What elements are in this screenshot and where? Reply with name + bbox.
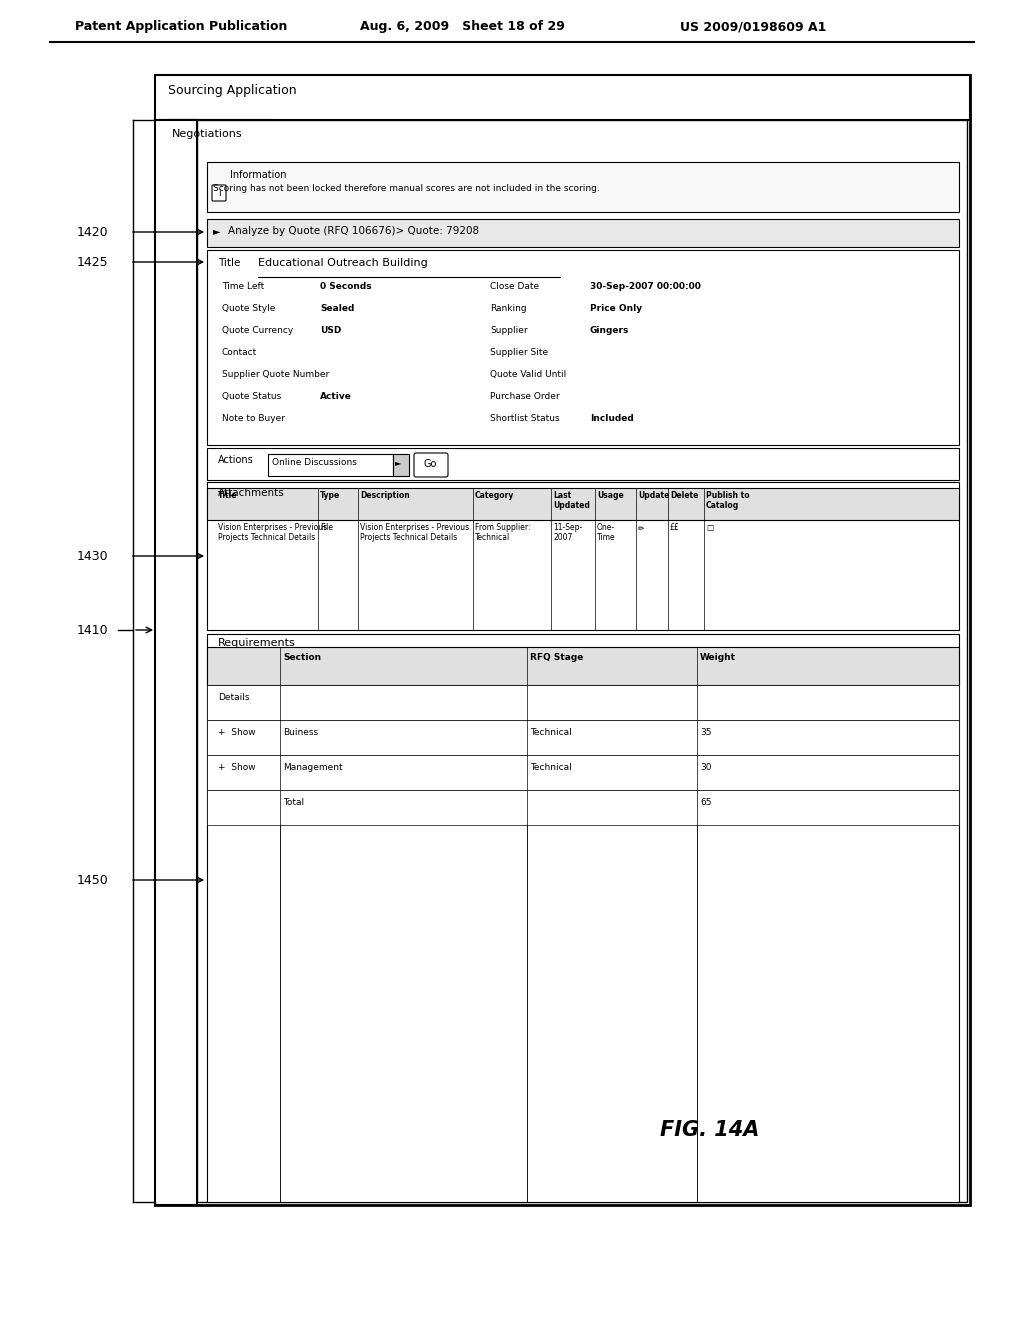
Bar [268,454,393,477]
Text: RFQ Stage: RFQ Stage [530,653,584,663]
Text: Actions: Actions [218,455,254,465]
Text: Supplier Quote Number: Supplier Quote Number [222,370,330,379]
Text: Total: Total [283,799,304,807]
Text: Included: Included [590,414,634,422]
Text: Online Discussions: Online Discussions [272,458,357,467]
Bar [207,488,959,520]
FancyBboxPatch shape [212,185,226,201]
Bar [207,634,959,1203]
Text: Note to Buyer: Note to Buyer [222,414,285,422]
Text: ►: ► [213,226,220,236]
Text: Supplier: Supplier [490,326,527,335]
Text: Gingers: Gingers [590,326,630,335]
Text: Publish to
Catalog: Publish to Catalog [706,491,750,511]
Bar [197,120,967,1203]
Text: One-
Time: One- Time [597,523,615,543]
Text: 11-Sep-
2007: 11-Sep- 2007 [553,523,583,543]
Text: Technical: Technical [530,729,571,737]
Bar [207,647,959,685]
Bar [207,789,959,825]
Text: □: □ [706,523,714,532]
Text: ►: ► [395,458,401,467]
Text: Quote Currency: Quote Currency [222,326,293,335]
Text: Category: Category [475,491,514,500]
Text: 30-Sep-2007 00:00:00: 30-Sep-2007 00:00:00 [590,282,700,290]
Text: Time Left: Time Left [222,282,264,290]
Bar [155,120,197,1205]
Text: Weight: Weight [700,653,736,663]
Text: Scoring has not been locked therefore manual scores are not included in the scor: Scoring has not been locked therefore ma… [213,183,600,193]
Text: Active: Active [319,392,352,401]
Bar [207,685,959,719]
Text: Vision Enterprises - Previous
Projects Technical Details: Vision Enterprises - Previous Projects T… [360,523,469,543]
Text: 1410: 1410 [77,623,108,636]
Text: Purchase Order: Purchase Order [490,392,560,401]
Text: Title: Title [218,257,241,268]
Bar [207,755,959,789]
Text: 30: 30 [700,763,712,772]
Text: Contact: Contact [222,348,257,356]
Text: Shortlist Status: Shortlist Status [490,414,560,422]
Text: Technical: Technical [530,763,571,772]
Bar [207,249,959,445]
Text: 1420: 1420 [77,226,108,239]
Bar [207,447,959,480]
Bar [155,75,970,120]
Text: File: File [319,523,333,532]
Text: i: i [218,189,220,198]
Text: Information: Information [230,170,287,180]
Text: Aug. 6, 2009   Sheet 18 of 29: Aug. 6, 2009 Sheet 18 of 29 [360,20,565,33]
Text: Quote Style: Quote Style [222,304,275,313]
Text: Details: Details [218,693,250,702]
Text: Vision Enterprises - Previous
Projects Technical Details: Vision Enterprises - Previous Projects T… [218,523,327,543]
Text: Description: Description [360,491,410,500]
Text: Type: Type [319,491,340,500]
FancyBboxPatch shape [414,453,449,477]
Text: Quote Status: Quote Status [222,392,282,401]
Text: Price Only: Price Only [590,304,642,313]
Text: Title: Title [218,491,238,500]
Bar [155,75,970,1205]
Text: USD: USD [319,326,341,335]
Bar [207,719,959,755]
Text: 35: 35 [700,729,712,737]
Text: Negotiations: Negotiations [172,129,243,139]
Text: Last
Updated: Last Updated [553,491,590,511]
Text: 0 Seconds: 0 Seconds [319,282,372,290]
Bar [207,219,959,247]
Text: Delete: Delete [670,491,698,500]
Text: Analyze by Quote (RFQ 106676)> Quote: 79208: Analyze by Quote (RFQ 106676)> Quote: 79… [228,226,479,236]
Text: Buiness: Buiness [283,729,318,737]
Text: Usage: Usage [597,491,624,500]
Text: ££: ££ [670,523,680,532]
Text: 1430: 1430 [77,549,108,562]
Text: Patent Application Publication: Patent Application Publication [75,20,288,33]
Text: Quote Valid Until: Quote Valid Until [490,370,566,379]
Text: Supplier Site: Supplier Site [490,348,548,356]
Text: Update: Update [638,491,670,500]
Bar [207,482,959,630]
Text: Sealed: Sealed [319,304,354,313]
Text: +  Show: + Show [218,729,256,737]
Text: Educational Outreach Building: Educational Outreach Building [258,257,428,268]
Bar [207,162,959,213]
Text: ✏: ✏ [638,523,644,532]
Bar [393,454,409,477]
Text: Ranking: Ranking [490,304,526,313]
Text: 65: 65 [700,799,712,807]
Text: 1450: 1450 [76,874,108,887]
Text: Requirements: Requirements [218,638,296,648]
Text: Go: Go [423,459,436,469]
Text: Attachments: Attachments [218,488,285,498]
Text: From Supplier:
Technical: From Supplier: Technical [475,523,530,543]
Text: Close Date: Close Date [490,282,539,290]
Text: Management: Management [283,763,343,772]
Text: Sourcing Application: Sourcing Application [168,84,297,96]
Text: FIG. 14A: FIG. 14A [660,1119,760,1140]
Text: US 2009/0198609 A1: US 2009/0198609 A1 [680,20,826,33]
Text: Section: Section [283,653,322,663]
Text: +  Show: + Show [218,763,256,772]
Bar [167,120,272,154]
Text: 1425: 1425 [77,256,108,268]
